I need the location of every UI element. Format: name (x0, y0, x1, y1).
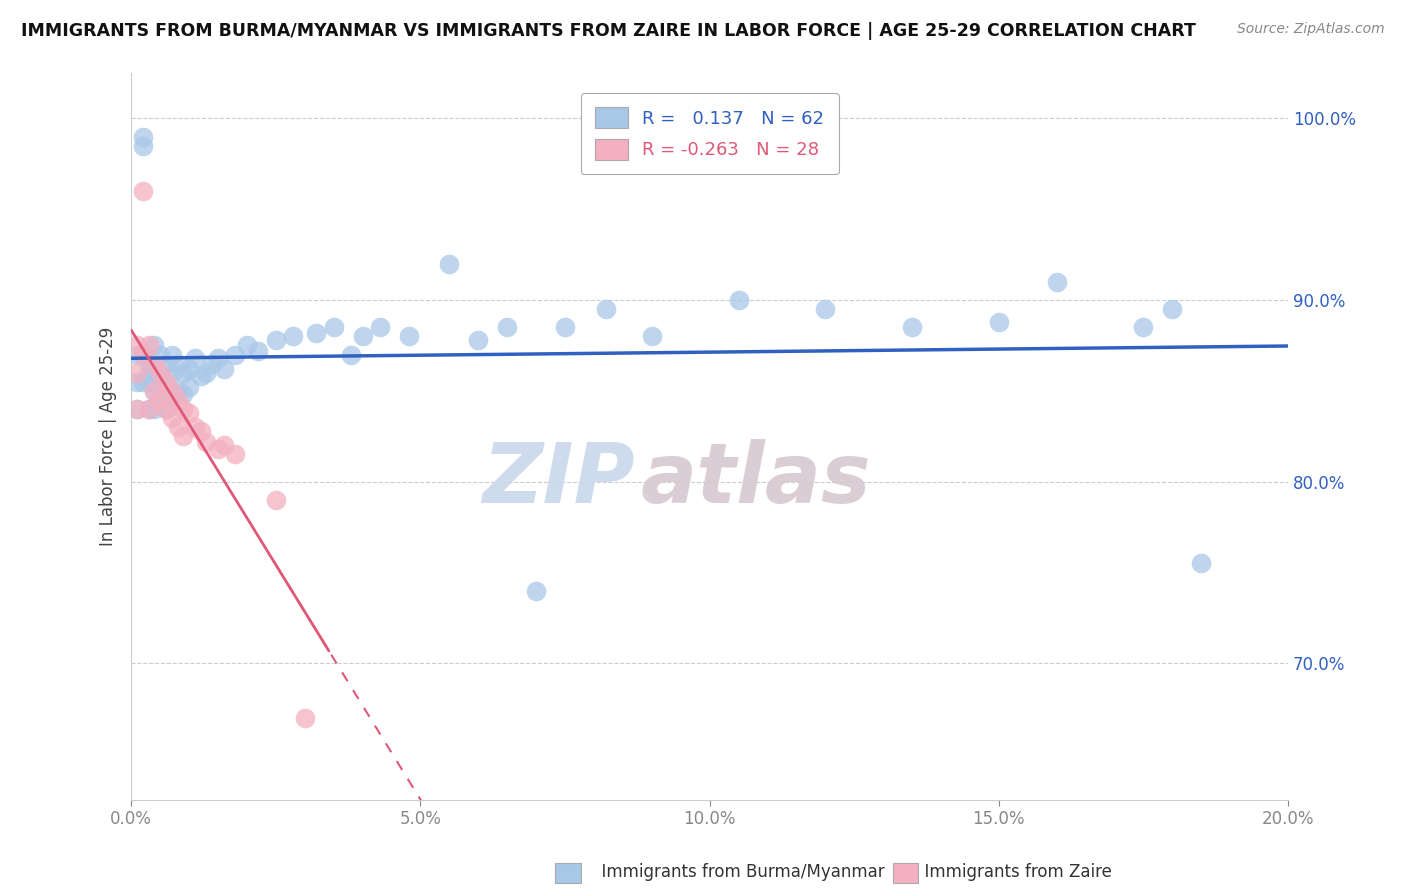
Point (149, 392, 172, 407)
Text: ZIP: ZIP (482, 440, 634, 520)
Point (554, 320, 576, 334)
Point (138, 357, 160, 371)
Point (143, 338, 166, 352)
Point (149, 375, 172, 389)
Point (125, 366, 148, 380)
Point (283, 329, 305, 343)
Point (143, 384, 166, 398)
Point (294, 711, 316, 725)
Point (138, 402, 160, 417)
Point (160, 384, 183, 398)
Point (177, 406, 200, 420)
Point (641, 329, 664, 343)
Point (207, 351, 229, 366)
Point (212, 362, 235, 376)
Point (138, 375, 160, 389)
Text: Source: ZipAtlas.com: Source: ZipAtlas.com (1237, 22, 1385, 37)
Point (184, 420, 207, 434)
Point (987, 315, 1010, 329)
Point (322, 320, 344, 334)
Point (264, 492, 287, 507)
Point (340, 347, 363, 361)
Point (166, 384, 188, 398)
Point (155, 357, 177, 371)
Point (160, 411, 183, 425)
Point (814, 302, 837, 317)
Point (305, 326, 328, 340)
Point (224, 447, 246, 461)
Point (190, 369, 212, 384)
Point (352, 329, 374, 343)
Point (132, 129, 155, 144)
Point (155, 375, 177, 389)
Point (172, 429, 194, 443)
Point (177, 380, 200, 394)
Point (125, 375, 148, 389)
Point (1161, 302, 1184, 317)
Point (467, 333, 489, 347)
Point (524, 583, 547, 598)
Text: Immigrants from Zaire: Immigrants from Zaire (914, 863, 1112, 881)
Point (160, 387, 183, 401)
Point (195, 434, 218, 449)
Point (195, 366, 218, 380)
Point (160, 366, 183, 380)
Point (132, 138, 155, 153)
Point (143, 402, 166, 417)
Point (138, 366, 160, 380)
Text: Immigrants from Burma/Myanmar: Immigrants from Burma/Myanmar (591, 863, 884, 881)
Point (212, 438, 235, 452)
Y-axis label: In Labor Force | Age 25-29: In Labor Force | Age 25-29 (100, 326, 117, 546)
Point (1132, 320, 1154, 334)
Point (595, 302, 617, 317)
Point (177, 362, 200, 376)
Point (143, 357, 166, 371)
Point (125, 338, 148, 352)
Point (247, 343, 270, 358)
Point (264, 333, 287, 347)
Point (149, 366, 172, 380)
Point (125, 402, 148, 417)
Point (132, 347, 155, 361)
Point (132, 184, 155, 198)
Point (138, 402, 160, 417)
Point (132, 347, 155, 361)
Text: atlas: atlas (640, 440, 870, 520)
Point (207, 442, 229, 456)
Point (138, 338, 160, 352)
Point (160, 347, 183, 361)
Point (184, 351, 207, 366)
Point (166, 357, 188, 371)
Point (172, 387, 194, 401)
Text: IMMIGRANTS FROM BURMA/MYANMAR VS IMMIGRANTS FROM ZAIRE IN LABOR FORCE | AGE 25-2: IMMIGRANTS FROM BURMA/MYANMAR VS IMMIGRA… (21, 22, 1197, 40)
Point (125, 347, 148, 361)
Point (439, 257, 461, 271)
Point (398, 329, 420, 343)
Point (143, 366, 166, 380)
Point (236, 338, 259, 352)
Legend: R =   0.137   N = 62, R = -0.263   N = 28: R = 0.137 N = 62, R = -0.263 N = 28 (581, 93, 838, 174)
Point (149, 347, 172, 361)
Point (132, 375, 155, 389)
Point (496, 320, 519, 334)
Point (1046, 275, 1069, 289)
Point (166, 420, 188, 434)
Point (190, 424, 212, 438)
Point (149, 392, 172, 407)
Point (201, 357, 224, 371)
Point (155, 375, 177, 389)
Point (1189, 557, 1212, 571)
Point (368, 320, 391, 334)
Point (727, 293, 749, 307)
Point (224, 347, 246, 361)
Point (172, 366, 194, 380)
Point (155, 402, 177, 417)
Point (172, 402, 194, 417)
Point (125, 402, 148, 417)
Point (166, 392, 188, 407)
Point (143, 384, 166, 398)
Point (155, 402, 177, 417)
Point (901, 320, 924, 334)
